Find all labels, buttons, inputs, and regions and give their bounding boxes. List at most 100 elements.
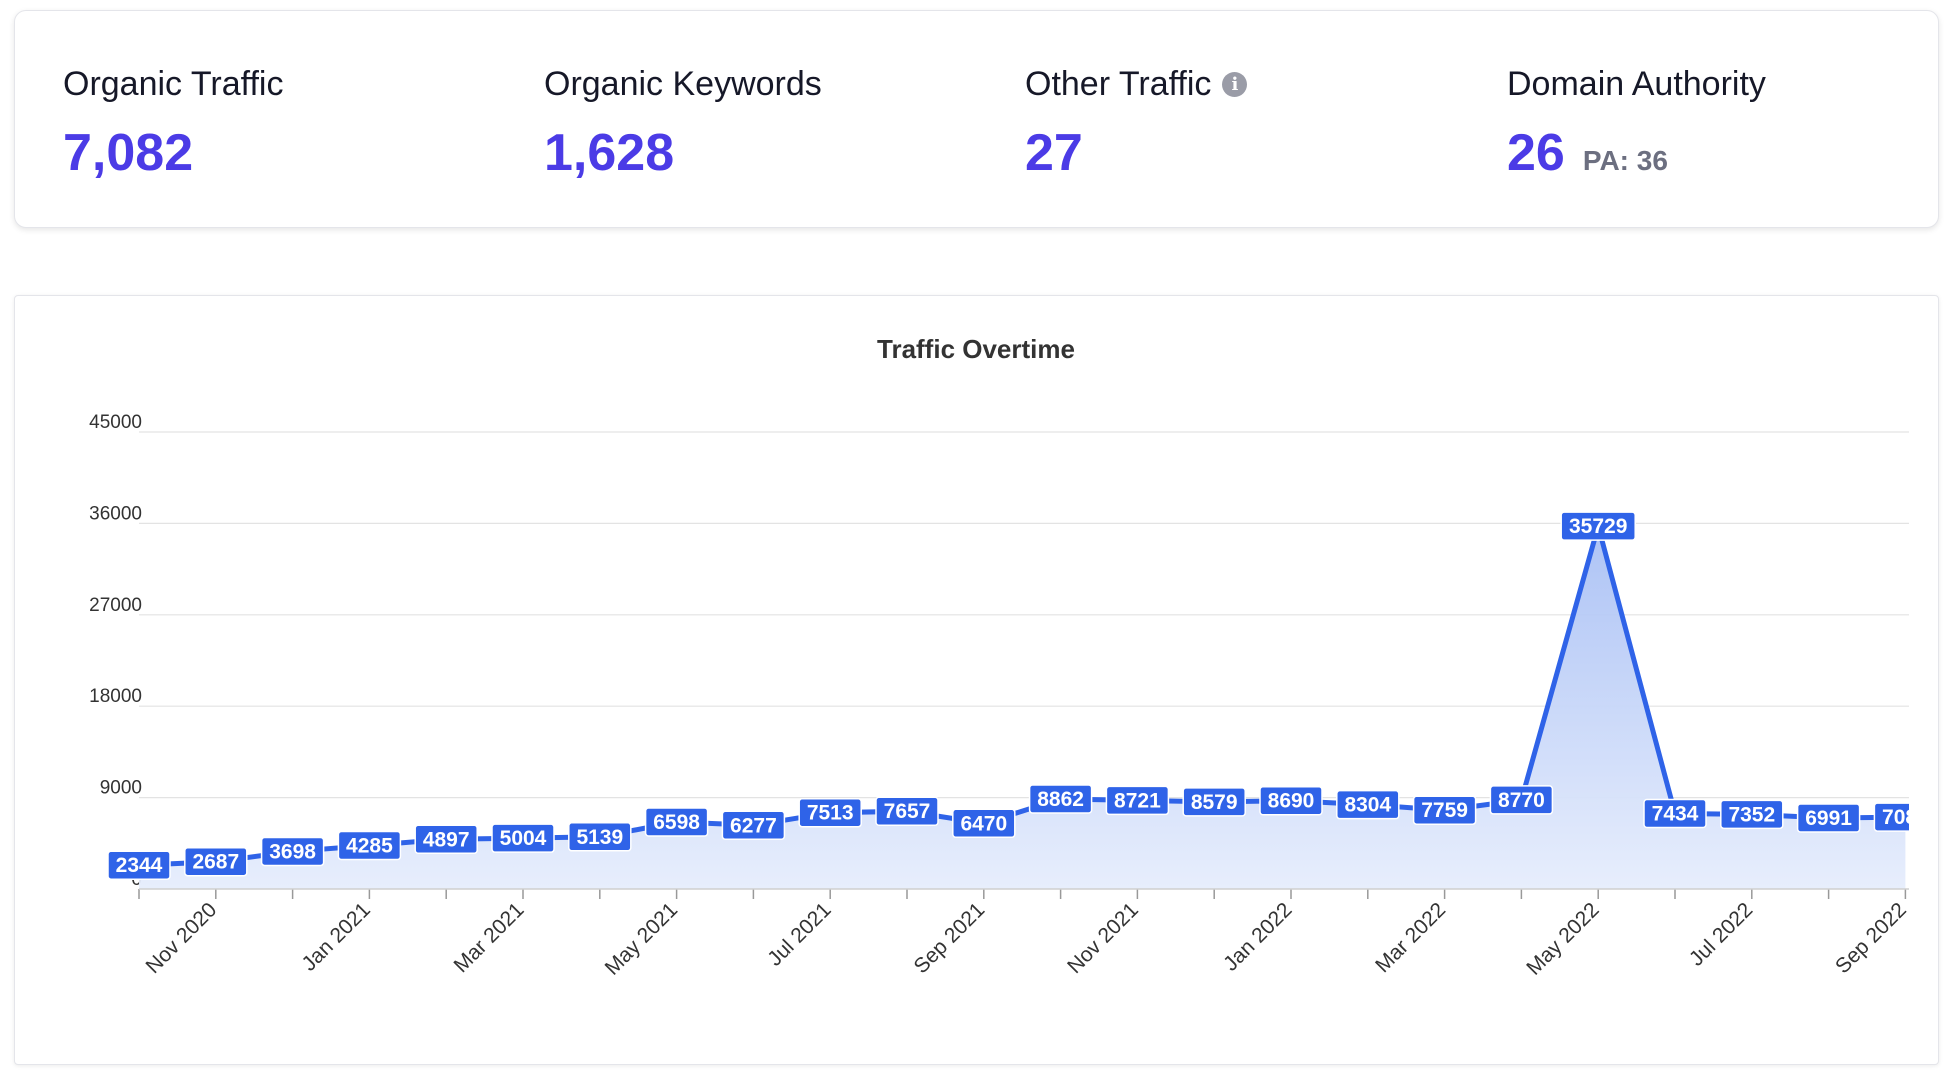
data-label: 6470 (952, 808, 1016, 839)
other-traffic-value: 27 (1025, 124, 1083, 182)
data-label-text: 8721 (1114, 789, 1161, 812)
data-label-box (1873, 802, 1909, 832)
stats-card: Organic Traffic 7,082 Organic Keywords 1… (14, 10, 1939, 228)
data-label: 7082 (1873, 802, 1909, 832)
data-label: 4897 (414, 824, 478, 855)
stat-organic-keywords: Organic Keywords 1,628 (544, 11, 984, 227)
data-label: 6991 (1796, 803, 1861, 833)
data-label-box (107, 850, 171, 880)
traffic-chart-card: Traffic Overtime090001800027000360004500… (14, 295, 1939, 1065)
data-label-text: 2687 (192, 851, 239, 874)
x-tick-label: Jan 2022 (1219, 898, 1296, 975)
page-authority-value: PA: 36 (1582, 145, 1668, 176)
data-label-text: 4285 (346, 834, 393, 857)
data-label: 8690 (1259, 785, 1323, 816)
data-label-text: 7657 (884, 800, 931, 823)
data-label-box (1643, 798, 1707, 829)
data-label-box (184, 846, 248, 877)
chart-title: Traffic Overtime (877, 334, 1075, 364)
data-label-box (1412, 795, 1477, 825)
data-label-box (1259, 785, 1323, 816)
plot-area: Nov 2020 Jan 2021 Mar 2021 May 2021 Jul 2021… (107, 511, 1911, 980)
x-tick-label: May 2021 (601, 898, 682, 979)
data-label: 8862 (1028, 784, 1093, 814)
y-tick-label: 18000 (89, 686, 142, 707)
data-label: 7434 (1643, 798, 1707, 829)
data-label: 5004 (491, 823, 555, 853)
data-label: 8304 (1336, 789, 1400, 820)
data-label-text: 2344 (116, 854, 163, 877)
data-label-text: 6470 (960, 812, 1007, 835)
data-label-box (1489, 785, 1554, 815)
data-label: 5139 (568, 822, 632, 852)
traffic-chart: Traffic Overtime090001800027000360004500… (89, 334, 1911, 980)
data-label: 8770 (1489, 785, 1554, 815)
stat-other-traffic: Other Traffic i 27 (1025, 11, 1465, 227)
x-tick-label: Nov 2020 (141, 898, 221, 978)
x-tick-label: Sep 2021 (909, 898, 989, 978)
domain-authority-label: Domain Authority (1507, 65, 1766, 103)
data-label: 2687 (184, 846, 248, 877)
domain-authority-value-row: 26 PA: 36 (1507, 123, 1668, 183)
data-label-text: 5139 (576, 826, 623, 849)
data-label: 4285 (337, 830, 402, 861)
data-label-text: 8579 (1191, 791, 1238, 814)
data-label-text: 35729 (1569, 515, 1627, 538)
data-label-box (1028, 784, 1093, 814)
data-label-box (798, 797, 862, 828)
data-label-text: 8770 (1498, 789, 1545, 812)
x-tick-label: Mar 2022 (1371, 898, 1450, 977)
other-traffic-label-row: Other Traffic i (1025, 65, 1248, 104)
x-tick-label: Mar 2021 (450, 898, 529, 977)
stat-domain-authority: Domain Authority 26 PA: 36 (1507, 11, 1947, 227)
data-label-text: 7434 (1652, 803, 1699, 826)
data-label: 3698 (260, 836, 325, 867)
data-label-text: 6598 (653, 811, 700, 834)
data-label-box (952, 808, 1016, 839)
data-label-box (337, 830, 402, 861)
y-tick-label: 36000 (89, 503, 142, 524)
x-tick-label: Jul 2021 (763, 898, 835, 970)
data-label: 8579 (1182, 787, 1246, 817)
data-label-box (875, 796, 939, 826)
data-label-text: 6991 (1805, 807, 1852, 830)
organic-keywords-label: Organic Keywords (544, 65, 822, 103)
data-label: 2344 (107, 850, 171, 880)
y-tick-label: 27000 (89, 595, 142, 616)
data-label: 7513 (798, 797, 862, 828)
series-area (139, 526, 1906, 889)
data-label-box (1796, 803, 1861, 833)
stat-organic-traffic: Organic Traffic 7,082 (63, 11, 503, 227)
data-label-box (260, 836, 325, 867)
x-tick-label: May 2022 (1522, 898, 1603, 979)
data-label-box (1336, 789, 1400, 820)
organic-keywords-value: 1,628 (544, 124, 675, 182)
data-label: 6277 (721, 810, 786, 841)
info-icon[interactable]: i (1222, 72, 1248, 97)
data-label-text: 3698 (269, 840, 316, 863)
data-label: 7352 (1720, 799, 1784, 830)
data-label-box (721, 810, 786, 841)
y-tick-label: 9000 (100, 778, 142, 799)
data-label-box (644, 807, 709, 837)
organic-traffic-label: Organic Traffic (63, 65, 284, 103)
data-label-text: 7352 (1728, 803, 1775, 826)
x-tick-label: Sep 2022 (1831, 898, 1911, 978)
data-label-box (491, 823, 555, 853)
data-label-text: 7513 (807, 802, 854, 825)
data-label-box (1105, 785, 1170, 816)
data-label: 6598 (644, 807, 709, 837)
data-label: 7657 (875, 796, 939, 826)
data-label-box (568, 822, 632, 852)
data-label-box (1560, 511, 1636, 541)
x-tick-label: Jul 2022 (1685, 898, 1757, 970)
x-tick-label: Nov 2021 (1063, 898, 1143, 978)
data-label: 7759 (1412, 795, 1477, 825)
data-label: 8721 (1105, 785, 1170, 816)
other-traffic-label: Other Traffic (1025, 65, 1212, 103)
data-label-text: 5004 (500, 827, 547, 850)
data-label: 35729 (1560, 511, 1636, 541)
data-label-text: 7759 (1421, 799, 1468, 822)
data-label-box (1182, 787, 1246, 817)
data-label-box (1720, 799, 1784, 830)
